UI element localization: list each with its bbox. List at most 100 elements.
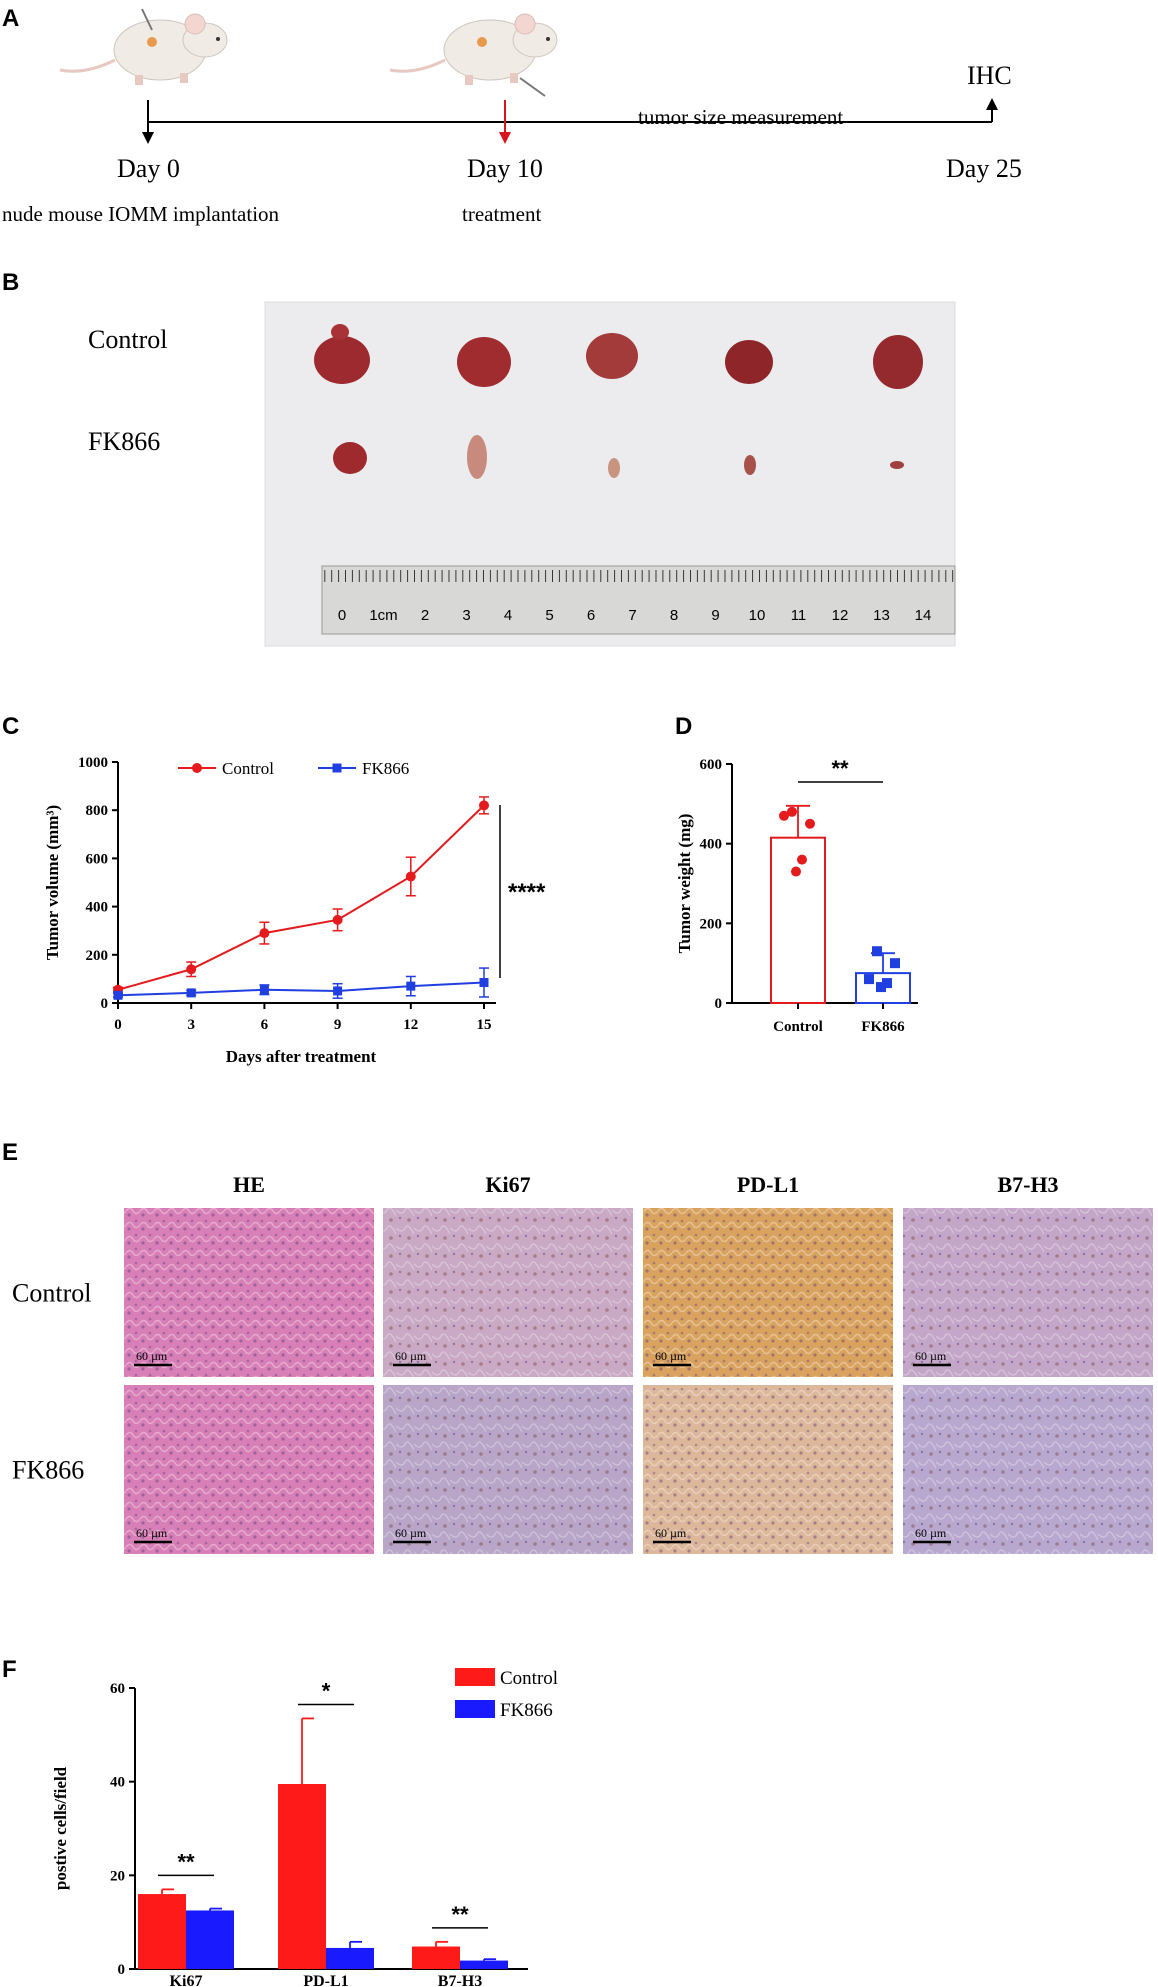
- day25-label: Day 25: [946, 154, 1022, 183]
- scale-bar-label: 60 µm: [655, 1526, 687, 1540]
- data-point: [479, 800, 489, 811]
- bar-b7-h3-fk866: [460, 1960, 508, 1969]
- significance-label: *: [322, 1678, 331, 1703]
- scale-bar-label: 60 µm: [655, 1349, 687, 1363]
- data-point: [890, 958, 900, 969]
- ihc-tile-texture: [124, 1208, 374, 1377]
- ruler-tick-label: 9: [711, 607, 719, 624]
- panel-c: C 0 200 400 600 800 1000 0 3 6 9 12 15 Days after tr…: [2, 713, 546, 1066]
- data-point: [787, 806, 797, 817]
- panel-d: D 0 200 400 600 Tumor weight (mg) Control FK86…: [675, 713, 918, 1035]
- data-point: [405, 871, 416, 882]
- mouse-day10-illustration: [389, 13, 558, 97]
- y-axis-label: Tumor volume (mm³): [43, 805, 62, 960]
- y-tick-label: 0: [715, 996, 723, 1012]
- significance-label: **: [831, 756, 849, 781]
- y-axis-label: Tumor weight (mg): [675, 814, 694, 954]
- x-tick-label: 3: [187, 1017, 195, 1033]
- legend-label: Control: [500, 1668, 558, 1689]
- ruler-tick-label: 2: [421, 607, 429, 624]
- y-tick-label: 400: [700, 837, 723, 853]
- data-point: [186, 988, 196, 998]
- legend-swatch-marker: [192, 763, 202, 773]
- data-point: [479, 978, 489, 988]
- y-tick-label: 200: [700, 916, 723, 932]
- x-tick-label: 12: [403, 1017, 418, 1033]
- ruler-tick-label: 14: [915, 607, 932, 624]
- panel-e: E HE Ki67 PD-L1 B7-H3 Control 60 µm 60 µm 60 µm…: [2, 1139, 1153, 1554]
- ruler-tick-label: 5: [545, 607, 553, 624]
- column-header: PD-L1: [737, 1172, 799, 1197]
- scale-bar-label: 60 µm: [136, 1349, 168, 1363]
- x-tick-label: B7-H3: [438, 1973, 482, 1987]
- ihc-tile-texture: [124, 1385, 374, 1554]
- day0-caption: nude mouse IOMM implantation: [2, 202, 280, 226]
- control-tumors: [314, 324, 923, 389]
- ruler-tick-label: 4: [504, 607, 512, 624]
- ruler-tick-label: 11: [791, 607, 807, 624]
- ihc-tile-texture: [383, 1208, 633, 1377]
- ruler-tick-label: 8: [670, 607, 678, 624]
- ruler-tick-label: 3: [462, 607, 470, 624]
- y-tick-label: 600: [86, 851, 109, 867]
- y-tick-label: 20: [110, 1868, 125, 1884]
- ruler-tick-label: 0: [338, 607, 346, 624]
- bar-pd-l1-fk866: [326, 1947, 374, 1969]
- significance-label: **: [177, 1849, 195, 1874]
- ruler: 0 1cm 2 3 4 5 6 7 8 9 10 11 12 13 14: [321, 565, 956, 635]
- ruler-tick-label: 13: [873, 607, 890, 624]
- data-point: [876, 982, 886, 993]
- y-tick-label: 400: [86, 900, 109, 916]
- ihc-tile-texture: [643, 1385, 893, 1554]
- x-axis-label: Days after treatment: [226, 1047, 377, 1066]
- legend-swatch: [455, 1700, 495, 1718]
- ruler-tick-label: 6: [587, 607, 595, 624]
- ihc-arrow: [986, 98, 998, 122]
- bar-ki67-fk866: [186, 1910, 234, 1969]
- panel-c-letter: C: [2, 713, 19, 740]
- data-point: [333, 986, 343, 996]
- ihc-image-grid: HE Ki67 PD-L1 B7-H3 Control 60 µm 60 µm 60 µm 60…: [12, 1172, 1153, 1554]
- data-point: [882, 978, 892, 989]
- y-tick-label: 60: [110, 1681, 125, 1697]
- scale-bar-label: 60 µm: [136, 1526, 168, 1540]
- day10-arrow: [499, 100, 511, 144]
- legend-label: Control: [222, 759, 274, 778]
- y-tick-label: 200: [86, 948, 109, 964]
- y-tick-label: 1000: [78, 755, 108, 771]
- data-point: [259, 928, 270, 939]
- ihc-tile-texture: [903, 1385, 1153, 1554]
- day10-label: Day 10: [467, 154, 543, 183]
- panel-f-letter: F: [2, 1656, 17, 1683]
- data-point: [791, 866, 801, 877]
- data-point: [259, 985, 269, 995]
- y-tick-label: 800: [86, 803, 109, 819]
- ruler-tick-label: 1cm: [369, 607, 397, 624]
- legend-swatch-marker: [332, 763, 342, 773]
- ihc-tile-texture: [383, 1385, 633, 1554]
- scale-bar-label: 60 µm: [395, 1349, 427, 1363]
- column-header: B7-H3: [997, 1172, 1058, 1197]
- x-tick-label: Ki67: [170, 1973, 203, 1987]
- data-point: [332, 914, 343, 925]
- bar-pd-l1-control: [278, 1784, 326, 1969]
- ihc-tile-texture: [643, 1208, 893, 1377]
- y-axis-label: postive cells/field: [51, 1766, 70, 1890]
- data-point: [113, 990, 123, 1000]
- legend-label: FK866: [362, 759, 409, 778]
- tumor-photo: 0 1cm 2 3 4 5 6 7 8 9 10 11 12 13 14: [264, 301, 956, 647]
- day10-caption: treatment: [462, 202, 541, 226]
- legend-label: FK866: [500, 1700, 553, 1721]
- tumor-weight-bar-chart: 0 200 400 600 Tumor weight (mg) Control FK866 *…: [675, 756, 918, 1035]
- data-point: [797, 854, 807, 865]
- significance-label: ****: [508, 879, 546, 906]
- ruler-tick-label: 10: [749, 607, 766, 624]
- panel-a-letter: A: [2, 5, 19, 32]
- measurement-label: tumor size measurement: [638, 105, 843, 129]
- x-tick-label: 15: [477, 1017, 492, 1033]
- positive-cells-bar-chart: 0 20 40 60 postive cells/field Ki67 ** PD-L1 * B7…: [51, 1668, 558, 1987]
- row-label: Control: [12, 1279, 91, 1308]
- panel-a: A: [2, 5, 1022, 226]
- x-tick-label: 9: [334, 1017, 342, 1033]
